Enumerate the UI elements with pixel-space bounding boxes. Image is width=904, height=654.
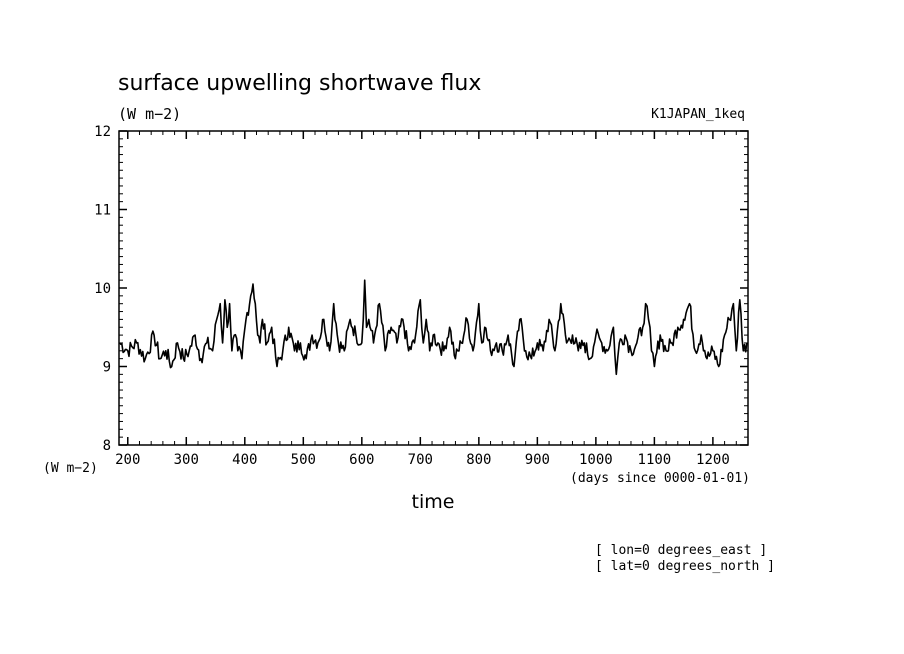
x-tick-label: 200 xyxy=(115,452,140,468)
x-tick-label: 900 xyxy=(525,452,550,468)
x-tick-label: 500 xyxy=(291,452,316,468)
lon-annotation: [ lon=0 degrees_east ] xyxy=(595,543,767,558)
x-tick-label: 1200 xyxy=(696,452,730,468)
plot-area: 200 300 400 500 600 700 800 900 1000 1100 1200 8 9 1… xyxy=(94,124,749,468)
y-tick-label: 9 xyxy=(103,360,111,376)
x-axis-ticks: 200 300 400 500 600 700 800 900 1000 1100 1200 xyxy=(115,131,730,468)
title-units: (W m−2) xyxy=(118,105,181,123)
y-axis-units: (W m−2) xyxy=(43,461,98,476)
x-tick-label: 700 xyxy=(408,452,433,468)
x-tick-label: 300 xyxy=(174,452,199,468)
x-tick-label: 1100 xyxy=(638,452,672,468)
y-tick-label: 10 xyxy=(94,281,111,297)
y-tick-label: 12 xyxy=(94,124,111,140)
minor-ticks xyxy=(119,131,749,445)
y-axis-ticks: 8 9 10 11 12 xyxy=(94,124,748,454)
y-tick-label: 11 xyxy=(94,203,111,219)
chart-title: surface upwelling shortwave flux xyxy=(118,71,481,96)
x-tick-label: 800 xyxy=(466,452,491,468)
data-series-line xyxy=(119,279,748,376)
y-tick-label: 8 xyxy=(103,438,111,454)
x-axis-label: time xyxy=(412,491,455,513)
x-tick-label: 400 xyxy=(232,452,257,468)
experiment-label: K1JAPAN_1keq xyxy=(651,107,745,122)
x-axis-units: (days since 0000-01-01) xyxy=(570,471,750,486)
x-tick-label: 1000 xyxy=(579,452,613,468)
plot-frame xyxy=(118,130,749,446)
x-tick-label: 600 xyxy=(349,452,374,468)
lat-annotation: [ lat=0 degrees_north ] xyxy=(595,559,775,574)
